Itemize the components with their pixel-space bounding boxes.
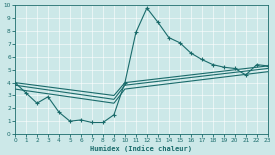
- X-axis label: Humidex (Indice chaleur): Humidex (Indice chaleur): [90, 145, 192, 152]
